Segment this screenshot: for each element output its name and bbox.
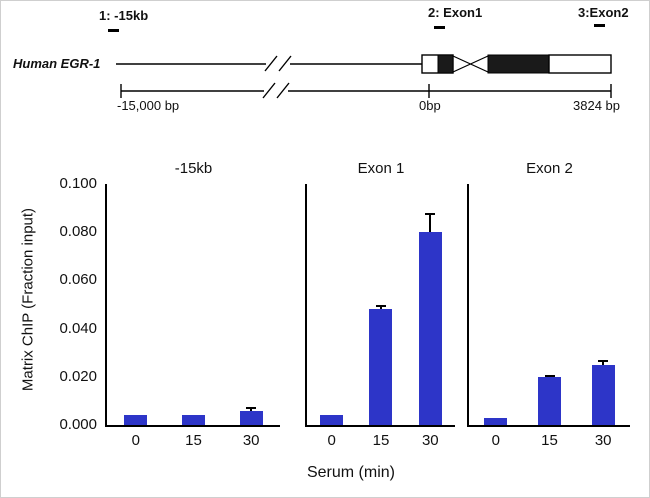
- x-tick-label: 15: [541, 432, 558, 449]
- x-tick-label: 30: [421, 432, 439, 449]
- error-bar-cap: [375, 304, 386, 307]
- site-label-exon2: 3:Exon2: [578, 5, 629, 20]
- exon-boxes: [421, 54, 612, 74]
- y-tick-label: 0.040: [59, 319, 97, 337]
- error-bar: [544, 374, 555, 377]
- bar-exon2-30: [591, 364, 615, 425]
- y-tick-label: 0.060: [59, 271, 97, 289]
- site-label-exon1: 2: Exon1: [428, 5, 483, 20]
- site-marker-15kb-icon: [108, 29, 119, 32]
- scale-left-label: -15,000 bp: [117, 98, 180, 113]
- bar-slot: 15: [523, 184, 577, 449]
- bar-exon2-15: [538, 376, 561, 425]
- error-bar: [375, 304, 386, 310]
- error-bar-cap: [598, 359, 609, 362]
- scale-bar: [120, 82, 612, 99]
- y-tick-label: 0.000: [59, 416, 97, 433]
- x-tick-label: 0: [491, 432, 500, 449]
- scale-zero-label: 0bp: [419, 98, 441, 113]
- bar-slot: 30: [222, 184, 280, 449]
- bar-exon2-0: [484, 417, 508, 425]
- y-axis-ticks: 0.100 0.080 0.060 0.040 0.020 0.000: [31, 1, 97, 497]
- bar-slot: 30: [406, 184, 455, 449]
- bar-15kb-0: [124, 415, 148, 425]
- panel-title-exon1: Exon 1: [357, 160, 405, 177]
- bar-slot: 0: [469, 184, 523, 449]
- bar-slot: 0: [107, 184, 165, 449]
- panel-plot-area: 0 15 30: [307, 184, 455, 449]
- x-tick-label: 0: [327, 432, 336, 449]
- gene-structure-graphic: [116, 54, 612, 99]
- site-marker-exon2-icon: [594, 24, 605, 27]
- y-tick-label: 0.100: [59, 175, 97, 192]
- scale-right-label: 3824 bp: [573, 98, 620, 113]
- bar-exon1-30: [418, 232, 442, 425]
- bar-exon1-0: [320, 415, 344, 425]
- y-tick-label: 0.020: [59, 367, 97, 385]
- gene-line: [116, 55, 422, 72]
- panel-title-exon2: Exon 2: [526, 160, 573, 177]
- x-tick-label: 0: [131, 432, 140, 449]
- error-bar-cap: [544, 374, 555, 377]
- panel-plot-area: 0 15 30: [107, 184, 280, 449]
- x-tick-label: 30: [594, 432, 612, 449]
- bar-slot: 30: [576, 184, 630, 449]
- error-bar-cap: [425, 212, 436, 215]
- x-tick-label: 15: [185, 432, 202, 449]
- panel-plot-area: 0 15 30: [469, 184, 630, 449]
- bar-slot: 0: [307, 184, 356, 449]
- y-tick-label: 0.080: [59, 223, 97, 241]
- chart-panel-15kb: -15kb 0 15 30: [105, 160, 280, 449]
- x-tick-label: 30: [242, 432, 260, 449]
- error-bar-cap: [246, 406, 257, 409]
- bar-slot: 15: [356, 184, 405, 449]
- error-bar: [598, 359, 609, 365]
- bar-15kb-30: [239, 410, 263, 425]
- panel-title-15kb: -15kb: [174, 160, 213, 177]
- site-label-15kb: 1: -15kb: [99, 8, 149, 23]
- gene-name: Human EGR-1: [13, 56, 101, 71]
- error-bar: [425, 212, 436, 233]
- bar-15kb-15: [182, 415, 205, 425]
- x-axis-title: Serum (min): [306, 464, 395, 481]
- error-bar: [246, 406, 257, 411]
- chart-panel-exon1: Exon 1 0 15 30: [305, 160, 455, 449]
- x-tick-label: 15: [372, 432, 390, 449]
- bar-exon1-15: [369, 309, 393, 425]
- chart-panel-exon2: Exon 2 0 15 30: [467, 160, 630, 449]
- bar-slot: 15: [165, 184, 223, 449]
- site-marker-exon1-icon: [434, 26, 445, 29]
